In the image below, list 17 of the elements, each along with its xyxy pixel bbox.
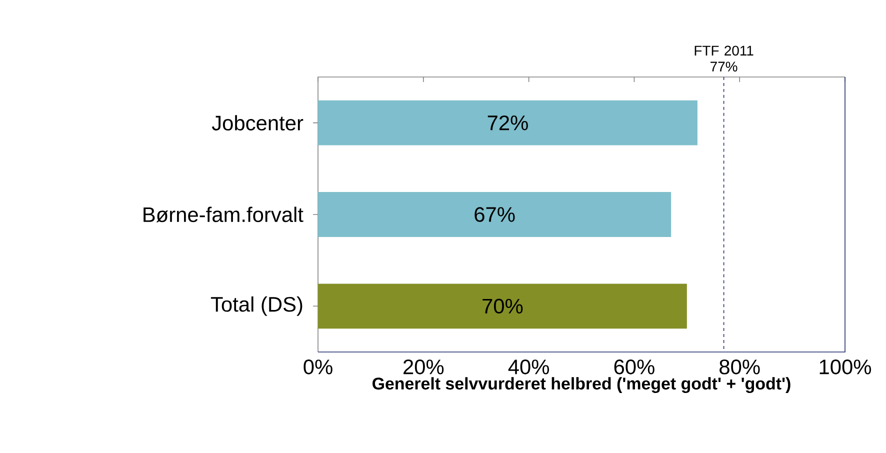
bar (318, 284, 687, 329)
y-tick-label: Jobcenter (212, 115, 304, 131)
x-tick-label: 60% (614, 360, 654, 374)
data-label: 72% (488, 115, 528, 130)
bar (318, 192, 672, 237)
x-tick-label: 20% (404, 360, 444, 374)
x-axis-title: Generelt selvvurderet helbred ('meget godt' + 'godt') (372, 377, 790, 394)
x-tick-label: 80% (720, 360, 760, 374)
x-tick-label: 0% (304, 360, 332, 374)
y-tick-label: Børne-fam.forvalt (144, 206, 304, 222)
data-label: 67% (474, 207, 515, 222)
y-tick-label: Total (DS) (210, 296, 302, 316)
ref-line-label: FTF 2011 77% (694, 46, 754, 72)
x-tick-label: 40% (508, 360, 549, 374)
data-label: 70% (482, 298, 523, 314)
x-tick-label: 100% (820, 360, 872, 374)
bar (318, 100, 698, 146)
